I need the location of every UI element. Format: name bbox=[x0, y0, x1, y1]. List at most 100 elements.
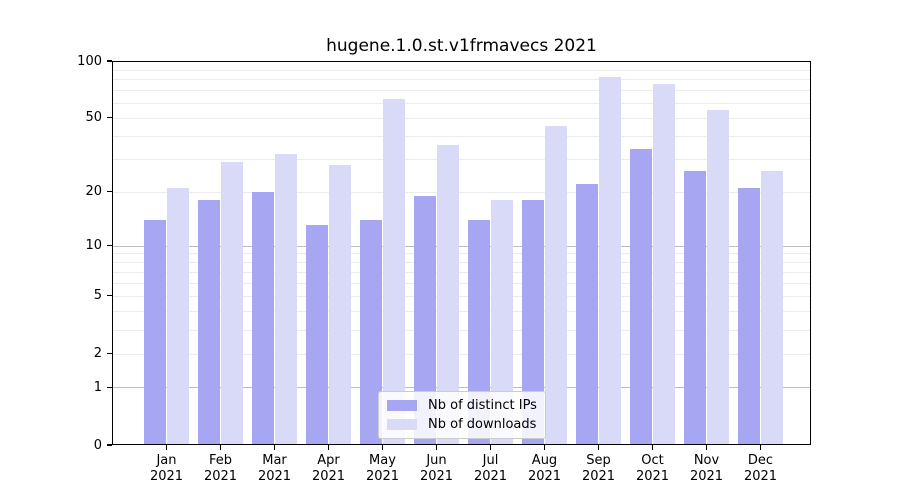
x-tick bbox=[759, 445, 762, 450]
y-tick bbox=[107, 117, 112, 119]
bar-distinct-ips-nov bbox=[684, 170, 707, 445]
x-tick-label-year: 2021 bbox=[419, 469, 454, 484]
bar-downloads-apr bbox=[328, 164, 351, 445]
x-tick bbox=[705, 445, 708, 450]
x-tick bbox=[327, 445, 330, 450]
y-tick bbox=[107, 60, 112, 62]
y-tick-label: 10 bbox=[85, 238, 102, 253]
bar-distinct-ips-jan bbox=[144, 219, 167, 445]
gridline-minor bbox=[113, 295, 810, 297]
x-tick-label-year: 2021 bbox=[689, 469, 724, 484]
x-tick-label-month: Dec bbox=[747, 453, 774, 468]
x-tick bbox=[489, 445, 492, 450]
gridline-minor bbox=[113, 159, 810, 161]
x-tick-label-month: Apr bbox=[317, 453, 340, 468]
bar-downloads-jul bbox=[490, 200, 513, 445]
bar-distinct-ips-jul bbox=[468, 219, 491, 445]
y-tick-label: 50 bbox=[85, 110, 102, 126]
gridline-minor bbox=[113, 90, 810, 92]
bar-downloads-feb bbox=[220, 162, 243, 445]
bar-downloads-dec bbox=[760, 170, 783, 445]
x-tick bbox=[435, 445, 438, 450]
y-tick-label: 5 bbox=[93, 288, 102, 304]
bar-downloads-may bbox=[382, 99, 405, 445]
x-tick-label-month: Mar bbox=[262, 453, 287, 468]
y-tick bbox=[107, 191, 112, 193]
bar-downloads-mar bbox=[274, 154, 297, 445]
bar-distinct-ips-apr bbox=[306, 225, 329, 445]
x-tick-label-month: Jul bbox=[482, 453, 499, 468]
gridline-minor bbox=[113, 253, 810, 255]
legend-item-downloads: Nb of downloads bbox=[387, 417, 537, 432]
x-tick-label-year: 2021 bbox=[203, 469, 238, 484]
gridline-minor bbox=[113, 103, 810, 104]
x-tick-label-month: Nov bbox=[693, 453, 720, 468]
chart-title: hugene.1.0.st.v1frmavecs 2021 bbox=[326, 36, 597, 56]
bar-downloads-jan bbox=[166, 187, 189, 445]
x-tick-label-month: Feb bbox=[208, 453, 233, 468]
bar-distinct-ips-feb bbox=[198, 200, 221, 445]
x-tick-label-year: 2021 bbox=[257, 469, 292, 484]
gridline-minor bbox=[113, 191, 810, 193]
bar-distinct-ips-sep bbox=[576, 184, 599, 445]
legend-label-distinct-ips: Nb of distinct IPs bbox=[428, 397, 537, 413]
gridline-minor bbox=[113, 272, 810, 273]
legend: Nb of distinct IPs Nb of downloads bbox=[378, 391, 546, 439]
x-tick bbox=[273, 445, 276, 450]
x-tick bbox=[543, 445, 546, 450]
x-tick-label-year: 2021 bbox=[527, 469, 562, 484]
x-tick bbox=[651, 445, 654, 450]
x-tick-label-month: Oct bbox=[641, 453, 664, 468]
y-tick bbox=[107, 353, 112, 355]
gridline-minor bbox=[113, 353, 810, 355]
y-tick bbox=[107, 444, 112, 446]
bar-downloads-jun bbox=[436, 144, 459, 445]
legend-swatch-distinct-ips bbox=[387, 400, 417, 411]
legend-swatch-downloads bbox=[387, 419, 417, 430]
bar-distinct-ips-oct bbox=[630, 149, 653, 445]
bar-distinct-ips-mar bbox=[252, 191, 275, 445]
y-tick-label: 0 bbox=[93, 437, 102, 453]
bar-distinct-ips-jun bbox=[414, 195, 437, 445]
x-tick-label-month: May bbox=[369, 453, 396, 468]
bar-downloads-sep bbox=[598, 77, 621, 445]
y-tick-label: 20 bbox=[85, 184, 102, 200]
y-tick-label: 2 bbox=[93, 346, 102, 362]
x-tick-label-month: Jun bbox=[426, 453, 447, 468]
x-tick-label-year: 2021 bbox=[365, 469, 400, 484]
x-tick-label-year: 2021 bbox=[581, 469, 616, 484]
legend-label-downloads: Nb of downloads bbox=[428, 416, 537, 432]
y-tick bbox=[107, 244, 112, 247]
gridline-minor bbox=[113, 69, 810, 71]
bar-distinct-ips-aug bbox=[522, 200, 545, 445]
gridline-minor bbox=[113, 262, 810, 264]
y-tick-label: 1 bbox=[93, 379, 102, 395]
x-tick-label-month: Sep bbox=[586, 453, 611, 468]
x-tick bbox=[219, 445, 222, 450]
x-tick bbox=[597, 445, 600, 450]
y-tick bbox=[107, 295, 112, 297]
x-tick-label-year: 2021 bbox=[311, 469, 346, 484]
gridline-major bbox=[113, 387, 810, 389]
legend-item-distinct-ips: Nb of distinct IPs bbox=[387, 398, 537, 413]
y-tick-label: 100 bbox=[77, 53, 102, 69]
x-tick-label-year: 2021 bbox=[473, 469, 508, 484]
gridline-minor bbox=[113, 283, 810, 285]
gridline-major bbox=[113, 245, 810, 247]
x-tick-label-year: 2021 bbox=[635, 469, 670, 484]
bar-downloads-oct bbox=[652, 83, 675, 445]
x-tick-label-year: 2021 bbox=[149, 469, 184, 484]
gridline-minor bbox=[113, 311, 810, 313]
bar-distinct-ips-dec bbox=[738, 187, 761, 445]
x-tick bbox=[165, 445, 168, 450]
x-tick bbox=[381, 445, 384, 450]
bar-downloads-aug bbox=[544, 126, 567, 445]
gridline-minor bbox=[113, 117, 810, 119]
bar-downloads-nov bbox=[706, 110, 729, 445]
x-tick-label-month: Aug bbox=[531, 453, 558, 468]
x-tick-label-year: 2021 bbox=[743, 469, 778, 484]
bar-distinct-ips-may bbox=[360, 219, 383, 445]
gridline-minor bbox=[113, 79, 810, 81]
gridline-minor bbox=[113, 329, 810, 331]
